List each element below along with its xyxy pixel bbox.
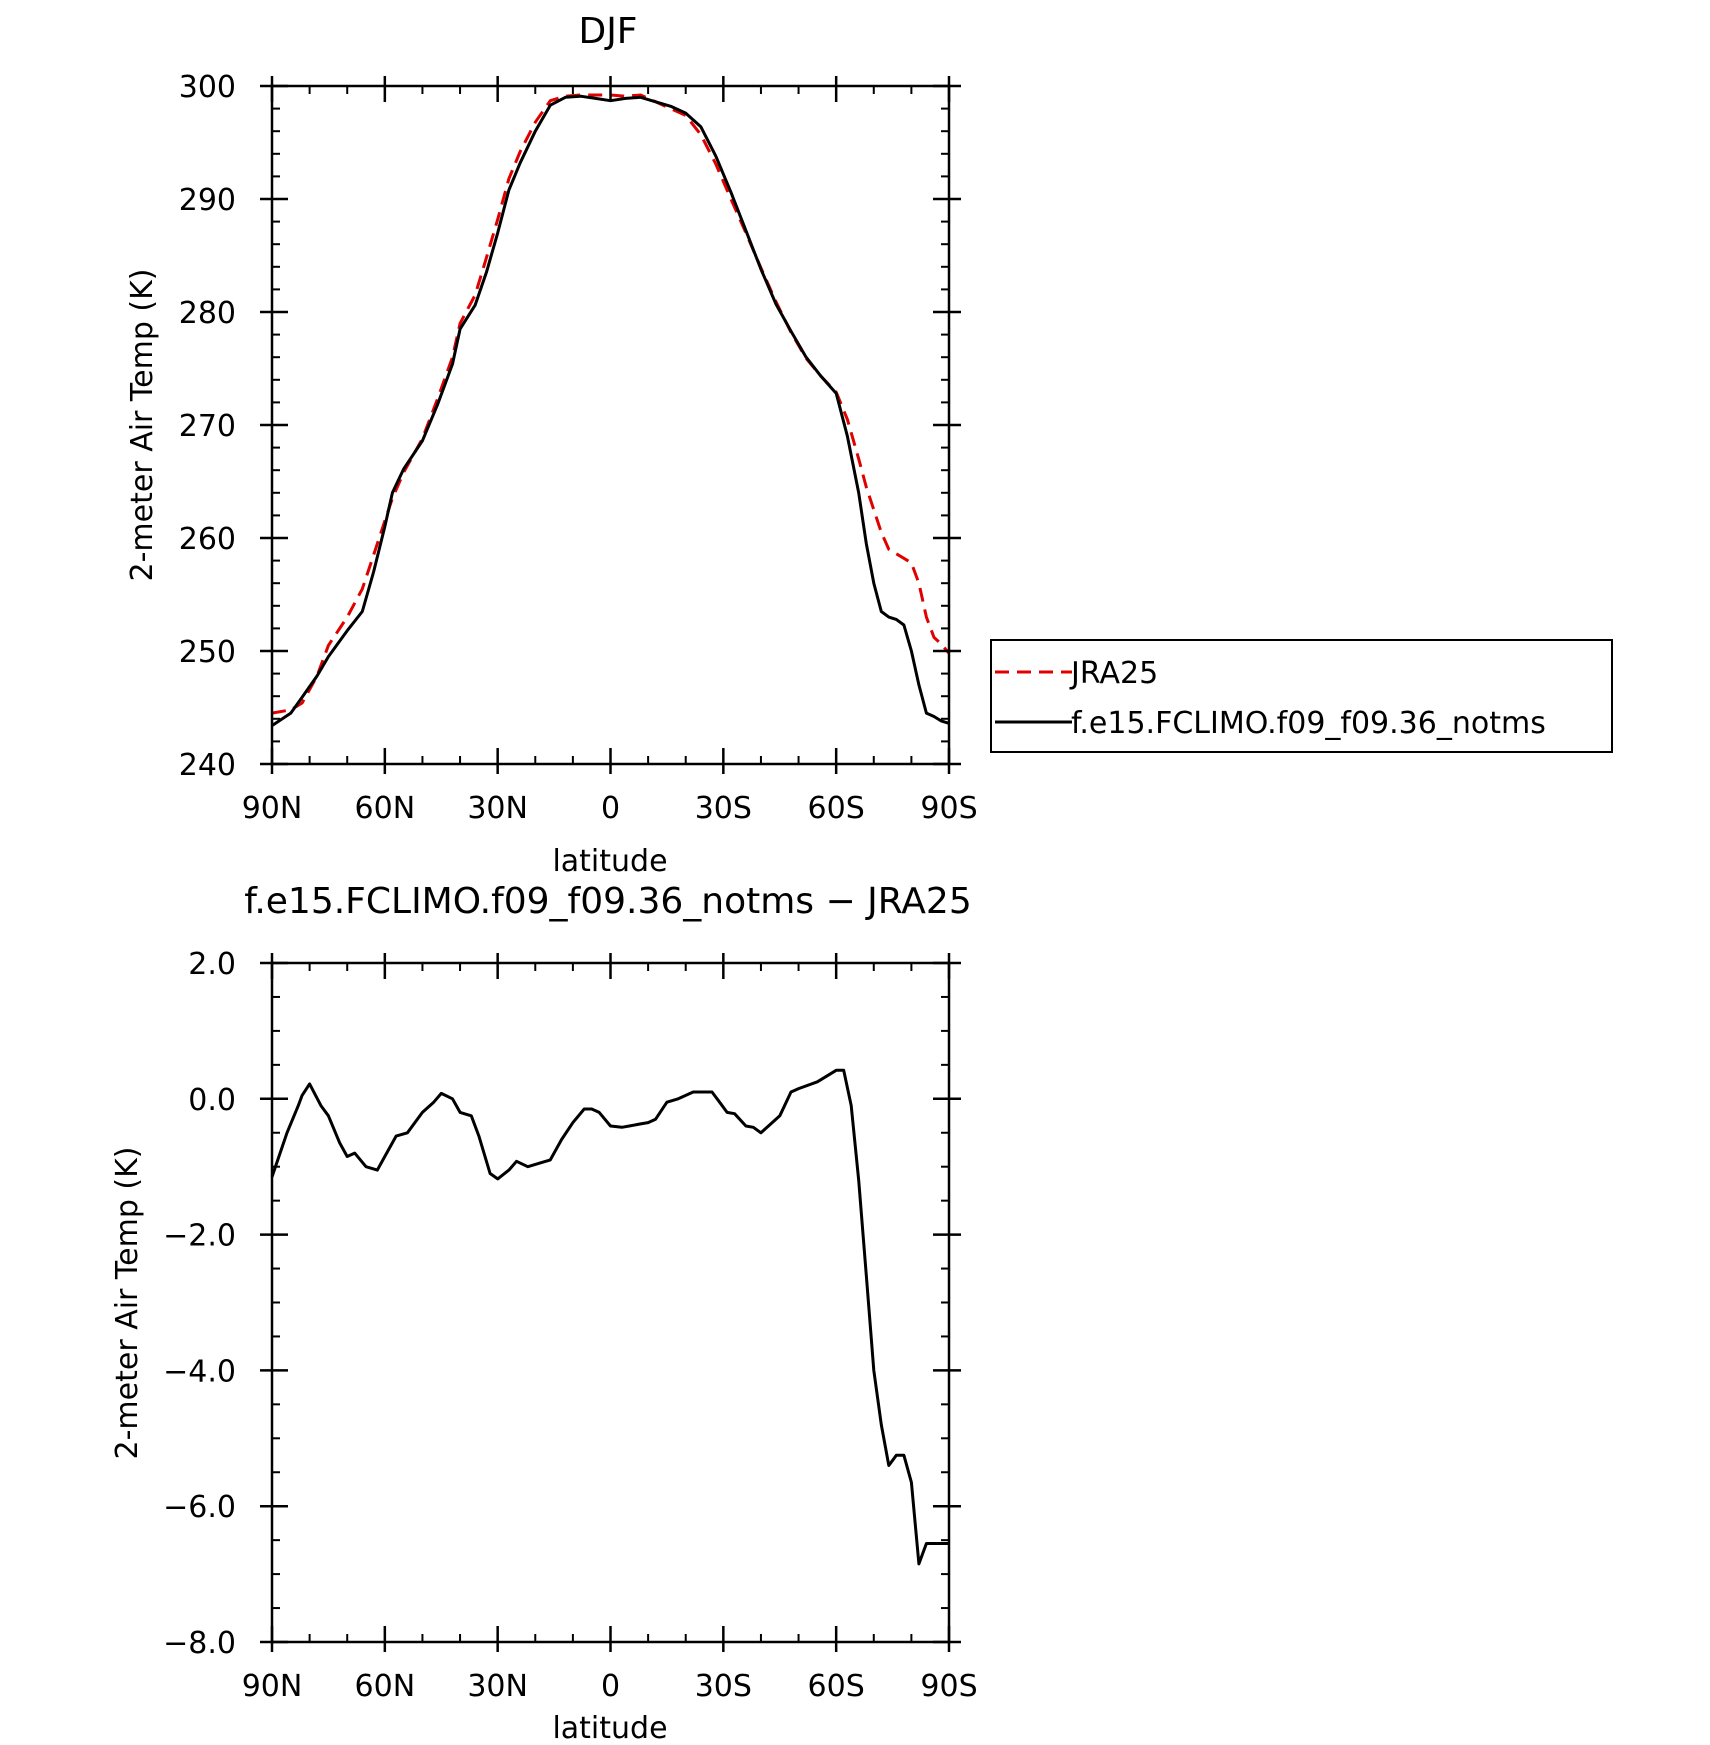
x-tick-label: 60S — [808, 791, 865, 826]
y-tick-label: 270 — [179, 409, 236, 444]
y-tick-label: −6.0 — [163, 1490, 236, 1525]
y-tick-label: −8.0 — [163, 1626, 236, 1661]
legend-box — [990, 639, 1613, 753]
top-y-axis-title: 2-meter Air Temp (K) — [125, 269, 160, 582]
bottom-y-axis-title: 2-meter Air Temp (K) — [110, 1147, 145, 1460]
x-tick-label: 60N — [355, 1669, 416, 1704]
legend-entry-model: f.e15.FCLIMO.f09_f09.36_notms — [1071, 706, 1546, 741]
series-line-model — [271, 94, 950, 727]
bottom-plot-frame — [270, 961, 951, 1644]
top-chart-title: DJF — [578, 11, 637, 52]
y-tick-label: 2.0 — [188, 947, 236, 982]
top-plot-frame — [270, 84, 951, 766]
x-tick-label: 0 — [601, 791, 620, 826]
x-tick-label: 90S — [920, 791, 977, 826]
y-tick-label: 240 — [179, 748, 236, 783]
top-x-axis-title: latitude — [552, 844, 667, 879]
y-tick-label: 250 — [179, 635, 236, 670]
y-tick-label: 300 — [179, 70, 236, 105]
y-tick-label: 290 — [179, 183, 236, 218]
y-tick-label: 0.0 — [188, 1083, 236, 1118]
series-line-difference — [270, 1068, 949, 1566]
y-tick-label: 280 — [179, 296, 236, 331]
x-tick-label: 30N — [467, 1669, 528, 1704]
x-tick-label: 30N — [467, 791, 528, 826]
x-tick-label: 90N — [242, 791, 303, 826]
bottom-chart-title: f.e15.FCLIMO.f09_f09.36_notms − JRA25 — [244, 881, 971, 922]
y-tick-label: 260 — [179, 522, 236, 557]
bottom-plot-area — [270, 1068, 949, 1566]
y-tick-label: −2.0 — [163, 1219, 236, 1254]
series-line-jra25 — [271, 93, 951, 715]
legend-entry-jra25: JRA25 — [1069, 656, 1158, 691]
bottom-x-axis-title: latitude — [552, 1711, 667, 1745]
x-tick-label: 90N — [242, 1669, 303, 1704]
y-tick-label: −4.0 — [163, 1354, 236, 1389]
difference-panel: f.e15.FCLIMO.f09_f09.36_notms − JRA25 90… — [110, 881, 978, 1745]
x-tick-label: 60S — [808, 1669, 865, 1704]
bottom-axis-ticks: 90N 60N 30N 0 30S 60S 90S 2.0 0.0 −2.0 −4.0 −6.0 −8.… — [163, 947, 977, 1704]
temperature-panel: DJF 90N 60N 30N 0 30S 60S 90S 300 290 280 270 260 25… — [125, 11, 1613, 879]
x-tick-label: 60N — [355, 791, 416, 826]
x-tick-label: 90S — [920, 1669, 977, 1704]
top-plot-area — [271, 93, 951, 727]
legend: JRA25 f.e15.FCLIMO.f09_f09.36_notms — [990, 639, 1613, 753]
x-tick-label: 30S — [695, 791, 752, 826]
x-tick-label: 30S — [695, 1669, 752, 1704]
top-axis-ticks: 90N 60N 30N 0 30S 60S 90S 300 290 280 270 260 250 240 — [179, 70, 978, 826]
x-tick-label: 0 — [601, 1669, 620, 1704]
